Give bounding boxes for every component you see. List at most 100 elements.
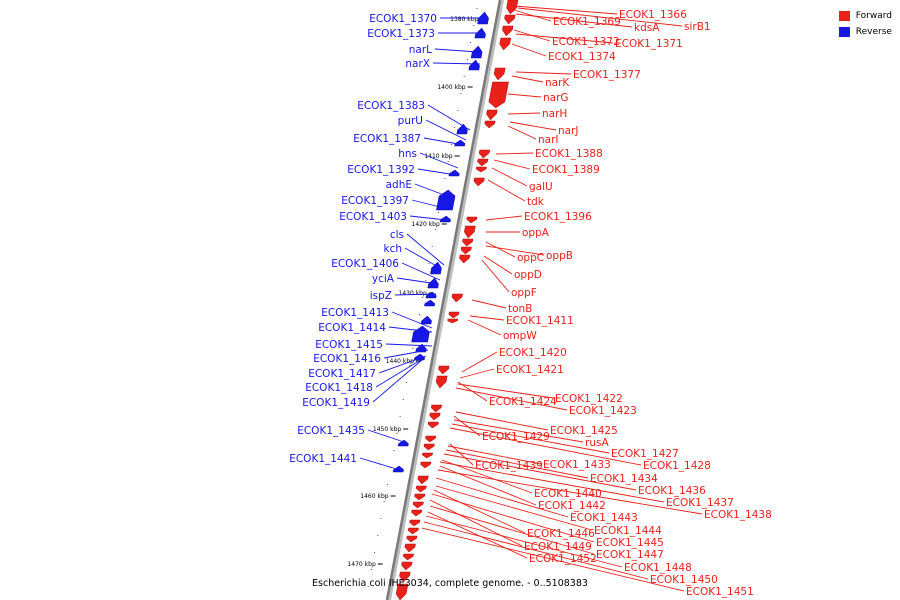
gene-label-ecok1-1388: ECOK1_1388	[535, 148, 603, 160]
gene-label-ecok1-1411: ECOK1_1411	[506, 315, 574, 327]
label-leader-line	[423, 521, 649, 580]
gene-label-ecok1-1377: ECOK1_1377	[573, 69, 641, 81]
reverse-gene	[420, 315, 432, 325]
label-leader-line	[432, 62, 481, 65]
label-leader-line	[411, 199, 453, 211]
reverse-gene	[477, 11, 489, 25]
forward-gene	[484, 120, 496, 129]
gene-label-sirb1: sirB1	[684, 21, 711, 33]
gene-label-ispz: ispZ	[370, 290, 392, 302]
label-leader-line	[401, 262, 441, 281]
minor-tick	[428, 263, 430, 264]
label-leader-line	[515, 33, 614, 44]
forward-gene	[438, 365, 450, 375]
forward-gene	[430, 404, 442, 413]
gene-label-kch: kch	[383, 243, 402, 255]
label-leader-line	[507, 112, 541, 115]
forward-gene	[447, 318, 459, 324]
label-leader-line	[443, 453, 637, 491]
gene-label-ecok1-1387: ECOK1_1387	[353, 133, 421, 145]
gene-label-ecok1-1433: ECOK1_1433	[543, 459, 611, 471]
label-leader-line	[509, 121, 557, 131]
gene-label-ecok1-1423: ECOK1_1423	[569, 405, 637, 417]
reverse-gene	[468, 59, 480, 71]
gene-label-kdsa: kdsA	[634, 22, 660, 34]
forward-gene	[417, 475, 429, 485]
gene-label-ecok1-1422: ECOK1_1422	[555, 393, 623, 405]
minor-tick	[431, 246, 433, 247]
scale-tick-label: 1430 kbp	[399, 290, 427, 297]
label-leader-line	[515, 71, 572, 75]
forward-gene	[460, 246, 472, 255]
gene-label-narg: narG	[543, 92, 569, 104]
forward-gene	[429, 412, 441, 421]
gene-label-ecok1-1392: ECOK1_1392	[347, 164, 415, 176]
gene-label-oppa: oppA	[522, 227, 550, 239]
gene-label-adhe: adhE	[386, 179, 412, 191]
forward-gene	[466, 216, 478, 224]
gene-label-ycia: yciA	[372, 273, 395, 285]
gene-label-ecok1-1429: ECOK1_1429	[482, 431, 550, 443]
label-leader-line	[455, 411, 549, 431]
minor-tick	[393, 450, 395, 451]
minor-tick	[473, 25, 475, 26]
forward-gene	[427, 421, 439, 429]
label-leader-line	[453, 419, 584, 443]
scale-tick-label: 1400 kbp	[437, 84, 465, 91]
reverse-gene	[392, 465, 404, 473]
label-leader-line	[394, 293, 437, 296]
scale-tick-label: 1380 kbp	[450, 16, 478, 23]
label-leader-line	[429, 505, 595, 555]
forward-gene	[420, 461, 432, 469]
label-leader-line	[417, 168, 457, 176]
label-leader-line	[406, 233, 445, 266]
minor-tick	[418, 314, 420, 315]
minor-tick	[470, 42, 472, 43]
label-leader-line	[511, 43, 547, 57]
label-leader-line	[511, 75, 544, 83]
scale-tick-label: 1420 kbp	[412, 221, 440, 228]
minor-tick	[409, 365, 411, 366]
gene-label-ecok1-1442: ECOK1_1442	[538, 500, 606, 512]
minor-tick	[370, 569, 372, 570]
label-leader-line	[455, 387, 568, 411]
forward-gene	[423, 443, 435, 451]
label-leader-line	[507, 125, 537, 140]
gene-label-ecok1-1406: ECOK1_1406	[331, 258, 399, 270]
minor-tick	[399, 416, 401, 417]
gene-label-ecok1-1397: ECOK1_1397	[341, 195, 409, 207]
minor-tick	[444, 178, 446, 179]
forward-gene	[477, 158, 489, 167]
legend: Forward Reverse	[838, 8, 892, 40]
gene-label-ecok1-1445: ECOK1_1445	[596, 537, 664, 549]
gene-label-ecok1-1446: ECOK1_1446	[527, 528, 595, 540]
gene-label-ecok1-1371: ECOK1_1371	[615, 38, 683, 50]
label-leader-line	[388, 326, 433, 333]
reverse-gene	[413, 353, 425, 361]
label-connectors	[359, 5, 703, 592]
gene-label-ecok1-1417: ECOK1_1417	[308, 368, 376, 380]
forward-gene	[411, 509, 423, 517]
label-leader-line	[372, 359, 423, 403]
label-leader-line	[427, 511, 528, 559]
gene-label-ecok1-1421: ECOK1_1421	[496, 364, 564, 376]
label-leader-line	[419, 152, 459, 169]
reverse-gene	[436, 189, 456, 211]
minor-tick	[438, 212, 440, 213]
minor-tick	[374, 552, 376, 553]
gene-label-ecok1-1396: ECOK1_1396	[524, 211, 592, 223]
gene-label-ecok1-1427: ECOK1_1427	[611, 448, 679, 460]
forward-gene	[435, 375, 448, 389]
reverse-gene	[397, 439, 409, 447]
label-leader-line	[457, 383, 554, 399]
label-leader-line	[414, 183, 453, 199]
gene-label-ompw: ompW	[503, 330, 537, 342]
legend-forward: Forward	[838, 8, 892, 24]
minor-tick	[383, 501, 385, 502]
reverse-gene	[411, 325, 430, 343]
forward-gene	[493, 67, 506, 81]
gene-label-ecok1-1413: ECOK1_1413	[321, 307, 389, 319]
forward-gene	[475, 166, 487, 173]
forward-gene	[402, 553, 415, 561]
label-leader-line	[431, 493, 595, 543]
